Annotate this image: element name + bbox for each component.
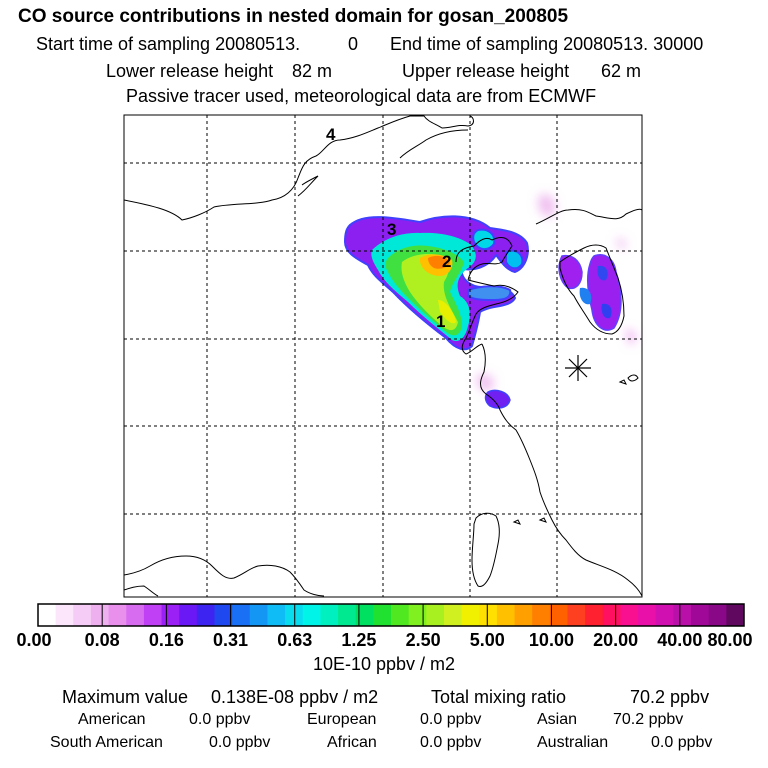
colorbar-tick-label: 1.25 <box>341 630 376 650</box>
colorbar-swatch <box>338 604 357 626</box>
lower-release-label: Lower release height <box>106 61 274 81</box>
colorbar-tick-label: 40.00 <box>657 630 702 650</box>
colorbar-swatch <box>620 604 639 626</box>
max-value-label: Maximum value <box>62 687 189 707</box>
colorbar-swatch <box>38 604 57 626</box>
colorbar-tick-label: 10.00 <box>529 630 574 650</box>
source-marker-1: 1 <box>436 312 445 331</box>
region-name: South American <box>50 734 163 751</box>
colorbar-frame <box>37 603 745 627</box>
colorbar <box>37 603 745 627</box>
max-value: 0.138E-08 ppbv / m2 <box>211 687 379 707</box>
colorbar-swatch <box>108 604 127 626</box>
colorbar-swatch <box>726 604 745 626</box>
colorbar-swatch <box>567 604 586 626</box>
region-name: African <box>327 734 377 751</box>
end-time-label: End time of sampling 20080513. 30000 <box>390 34 704 54</box>
colorbar-swatch <box>143 604 163 626</box>
colorbar-swatch <box>708 604 727 626</box>
region-name: Asian <box>537 711 578 728</box>
colorbar-tick-label: 5.00 <box>470 630 505 650</box>
colorbar-swatch <box>232 604 251 626</box>
colorbar-swatch <box>126 604 145 626</box>
colorbar-swatch <box>602 604 621 626</box>
upper-release-value: 62 m <box>601 61 642 81</box>
region-name: European <box>307 711 377 728</box>
start-time-label: Start time of sampling 20080513. <box>36 34 301 54</box>
colorbar-swatch <box>55 604 74 626</box>
colorbar-unit: 10E-10 ppbv / m2 <box>312 654 456 674</box>
region-value: 0.0 ppbv <box>189 711 251 728</box>
colorbar-swatch <box>73 604 92 626</box>
region-value: 0.0 ppbv <box>209 734 271 751</box>
colorbar-swatch <box>179 604 198 626</box>
concentration-field <box>343 194 636 409</box>
upper-release-label: Upper release height <box>402 61 570 81</box>
colorbar-swatch <box>549 604 568 626</box>
colorbar-swatch <box>479 604 498 626</box>
colorbar-swatch <box>585 604 604 626</box>
colorbar-swatch <box>673 604 692 626</box>
colorbar-labels: 0.00 0.08 0.16 0.31 0.63 1.25 2.50 5.00 10.00 20.… <box>16 630 752 650</box>
colorbar-swatch <box>214 604 233 626</box>
colorbar-swatch <box>655 604 674 626</box>
total-mixing-value: 70.2 ppbv <box>630 687 710 707</box>
colorbar-swatch <box>638 604 657 626</box>
colorbar-tick-label: 0.31 <box>213 630 248 650</box>
colorbar-swatch <box>496 604 516 626</box>
colorbar-swatch <box>426 604 445 626</box>
colorbar-tick-label: 80.00 <box>707 630 752 650</box>
lower-release-value: 82 m <box>292 61 333 81</box>
source-marker-4: 4 <box>326 125 336 144</box>
colorbar-swatch <box>391 604 410 626</box>
chart-title: CO source contributions in nested domain… <box>18 6 569 27</box>
source-marker-2: 2 <box>442 252 451 271</box>
colorbar-swatch <box>373 604 392 626</box>
colorbar-swatch <box>267 604 286 626</box>
colorbar-tick-label: 20.00 <box>593 630 638 650</box>
region-value: 70.2 ppbv <box>613 711 684 728</box>
colorbar-swatch <box>90 604 110 626</box>
region-value: 0.0 ppbv <box>651 734 713 751</box>
colorbar-swatch <box>196 604 215 626</box>
colorbar-swatch <box>161 604 180 626</box>
receptor-marker <box>565 355 591 381</box>
colorbar-swatch <box>249 604 268 626</box>
total-mixing-label: Total mixing ratio <box>431 687 567 707</box>
colorbar-swatch <box>461 604 480 626</box>
colorbar-swatch <box>355 604 374 626</box>
colorbar-tick-label: 0.08 <box>85 630 120 650</box>
region-name: Australian <box>537 734 609 751</box>
colorbar-swatch <box>691 604 710 626</box>
colorbar-swatch <box>514 604 533 626</box>
colorbar-tick-label: 2.50 <box>406 630 441 650</box>
grid <box>124 115 642 597</box>
colorbar-swatch <box>443 604 463 626</box>
coastline <box>123 115 643 597</box>
colorbar-swatch <box>302 604 321 626</box>
colorbar-swatch <box>408 604 427 626</box>
colorbar-swatch <box>320 604 339 626</box>
source-marker-3: 3 <box>387 220 396 239</box>
colorbar-tick-label: 0.63 <box>277 630 312 650</box>
tracer-note: Passive tracer used, meteorological data… <box>126 86 597 106</box>
colorbar-swatch <box>532 604 551 626</box>
region-name: American <box>78 711 146 728</box>
region-value: 0.0 ppbv <box>420 734 482 751</box>
colorbar-tick-label: 0.16 <box>149 630 184 650</box>
map-frame <box>123 114 643 598</box>
colorbar-swatch <box>285 604 304 626</box>
start-time-value: 0 <box>348 34 359 54</box>
colorbar-tick-label: 0.00 <box>16 630 51 650</box>
region-value: 0.0 ppbv <box>420 711 482 728</box>
